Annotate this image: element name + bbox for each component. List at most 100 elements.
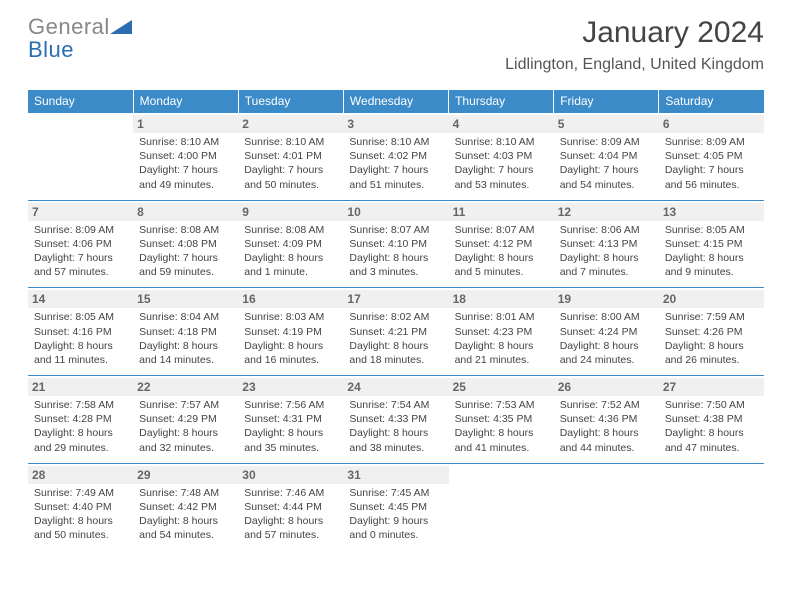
sunrise-text: Sunrise: 7:54 AM	[349, 398, 442, 412]
calendar-day: 22Sunrise: 7:57 AMSunset: 4:29 PMDayligh…	[133, 376, 238, 464]
sunset-text: Sunset: 4:12 PM	[455, 237, 548, 251]
day-info: Sunrise: 7:48 AMSunset: 4:42 PMDaylight:…	[139, 486, 232, 543]
sunset-text: Sunset: 4:28 PM	[34, 412, 127, 426]
sunrise-text: Sunrise: 8:06 AM	[560, 223, 653, 237]
sunset-text: Sunset: 4:45 PM	[349, 500, 442, 514]
sunrise-text: Sunrise: 8:01 AM	[455, 310, 548, 324]
sunrise-text: Sunrise: 8:03 AM	[244, 310, 337, 324]
day-number: 11	[449, 203, 554, 221]
daylight-text: Daylight: 7 hours and 53 minutes.	[455, 163, 548, 191]
daylight-text: Daylight: 8 hours and 54 minutes.	[139, 514, 232, 542]
sunset-text: Sunset: 4:38 PM	[665, 412, 758, 426]
daylight-text: Daylight: 8 hours and 24 minutes.	[560, 339, 653, 367]
sunset-text: Sunset: 4:09 PM	[244, 237, 337, 251]
sunset-text: Sunset: 4:00 PM	[139, 149, 232, 163]
sunrise-text: Sunrise: 7:45 AM	[349, 486, 442, 500]
day-info: Sunrise: 8:10 AMSunset: 4:00 PMDaylight:…	[139, 135, 232, 192]
month-title: January 2024	[505, 16, 764, 50]
day-number: 13	[659, 203, 764, 221]
day-number: 3	[343, 115, 448, 133]
day-info: Sunrise: 7:58 AMSunset: 4:28 PMDaylight:…	[34, 398, 127, 455]
day-number: 4	[449, 115, 554, 133]
calendar-day: 10Sunrise: 8:07 AMSunset: 4:10 PMDayligh…	[343, 200, 448, 288]
day-number: 31	[343, 466, 448, 484]
calendar-day: 26 Sunrise: 7:52 AMSunset: 4:36 PMDayligh…	[554, 376, 659, 464]
sunset-text: Sunset: 4:15 PM	[665, 237, 758, 251]
day-info: Sunrise: 7:45 AMSunset: 4:45 PMDaylight:…	[349, 486, 442, 543]
day-number: 30	[238, 466, 343, 484]
calendar-day: 31 Sunrise: 7:45 AMSunset: 4:45 PMDayligh…	[343, 463, 448, 550]
dow-tuesday: Tuesday	[238, 90, 343, 113]
day-info: Sunrise: 8:08 AMSunset: 4:08 PMDaylight:…	[139, 223, 232, 280]
calendar-day: 14Sunrise: 8:05 AMSunset: 4:16 PMDayligh…	[28, 288, 133, 376]
calendar-week: 14Sunrise: 8:05 AMSunset: 4:16 PMDayligh…	[28, 288, 764, 376]
day-info: Sunrise: 7:49 AMSunset: 4:40 PMDaylight:…	[34, 486, 127, 543]
sunrise-text: Sunrise: 7:52 AM	[560, 398, 653, 412]
sunrise-text: Sunrise: 8:09 AM	[34, 223, 127, 237]
sunrise-text: Sunrise: 8:02 AM	[349, 310, 442, 324]
day-info: Sunrise: 7:56 AMSunset: 4:31 PMDaylight:…	[244, 398, 337, 455]
calendar-day: 4Sunrise: 8:10 AMSunset: 4:03 PMDaylight…	[449, 113, 554, 201]
daylight-text: Daylight: 8 hours and 14 minutes.	[139, 339, 232, 367]
calendar-week: 1Sunrise: 8:10 AMSunset: 4:00 PMDaylight…	[28, 113, 764, 201]
day-info: Sunrise: 8:07 AMSunset: 4:12 PMDaylight:…	[455, 223, 548, 280]
day-number: 9	[238, 203, 343, 221]
daylight-text: Daylight: 8 hours and 9 minutes.	[665, 251, 758, 279]
sunset-text: Sunset: 4:23 PM	[455, 325, 548, 339]
day-info: Sunrise: 8:01 AMSunset: 4:23 PMDaylight:…	[455, 310, 548, 367]
calendar-day	[554, 463, 659, 550]
day-info: Sunrise: 7:54 AMSunset: 4:33 PMDaylight:…	[349, 398, 442, 455]
daylight-text: Daylight: 7 hours and 57 minutes.	[34, 251, 127, 279]
daylight-text: Daylight: 8 hours and 35 minutes.	[244, 426, 337, 454]
day-info: Sunrise: 7:52 AMSunset: 4:36 PMDaylight:…	[560, 398, 653, 455]
daylight-text: Daylight: 8 hours and 32 minutes.	[139, 426, 232, 454]
day-number: 26	[554, 378, 659, 396]
daylight-text: Daylight: 8 hours and 11 minutes.	[34, 339, 127, 367]
page-header: General Blue January 2024 Lidlington, En…	[0, 0, 792, 82]
dow-monday: Monday	[133, 90, 238, 113]
sunset-text: Sunset: 4:35 PM	[455, 412, 548, 426]
logo: General Blue	[28, 16, 132, 61]
sunrise-text: Sunrise: 8:05 AM	[34, 310, 127, 324]
day-number: 2	[238, 115, 343, 133]
logo-text-grey: General	[28, 14, 110, 39]
day-info: Sunrise: 8:02 AMSunset: 4:21 PMDaylight:…	[349, 310, 442, 367]
daylight-text: Daylight: 8 hours and 57 minutes.	[244, 514, 337, 542]
sunrise-text: Sunrise: 8:10 AM	[455, 135, 548, 149]
calendar-day: 13 Sunrise: 8:05 AMSunset: 4:15 PMDayligh…	[659, 200, 764, 288]
calendar-day: 24 Sunrise: 7:54 AMSunset: 4:33 PMDayligh…	[343, 376, 448, 464]
title-block: January 2024 Lidlington, England, United…	[505, 16, 764, 74]
calendar-day	[449, 463, 554, 550]
sunrise-text: Sunrise: 8:04 AM	[139, 310, 232, 324]
sunrise-text: Sunrise: 8:10 AM	[139, 135, 232, 149]
calendar-day: 17Sunrise: 8:02 AMSunset: 4:21 PMDayligh…	[343, 288, 448, 376]
sunrise-text: Sunrise: 8:05 AM	[665, 223, 758, 237]
daylight-text: Daylight: 8 hours and 44 minutes.	[560, 426, 653, 454]
day-info: Sunrise: 8:10 AMSunset: 4:01 PMDaylight:…	[244, 135, 337, 192]
day-number: 1	[133, 115, 238, 133]
day-info: Sunrise: 8:07 AMSunset: 4:10 PMDaylight:…	[349, 223, 442, 280]
day-info: Sunrise: 7:59 AMSunset: 4:26 PMDaylight:…	[665, 310, 758, 367]
calendar-week: 21Sunrise: 7:58 AMSunset: 4:28 PMDayligh…	[28, 376, 764, 464]
calendar-day: 1 Sunrise: 8:10 AMSunset: 4:00 PMDaylight…	[133, 113, 238, 201]
sunrise-text: Sunrise: 7:48 AM	[139, 486, 232, 500]
daylight-text: Daylight: 8 hours and 5 minutes.	[455, 251, 548, 279]
calendar-day: 28Sunrise: 7:49 AMSunset: 4:40 PMDayligh…	[28, 463, 133, 550]
day-number: 22	[133, 378, 238, 396]
calendar-day: 18Sunrise: 8:01 AMSunset: 4:23 PMDayligh…	[449, 288, 554, 376]
day-info: Sunrise: 7:46 AMSunset: 4:44 PMDaylight:…	[244, 486, 337, 543]
day-info: Sunrise: 8:05 AMSunset: 4:16 PMDaylight:…	[34, 310, 127, 367]
calendar-day: 30 Sunrise: 7:46 AMSunset: 4:44 PMDayligh…	[238, 463, 343, 550]
sunrise-text: Sunrise: 8:09 AM	[560, 135, 653, 149]
sunrise-text: Sunrise: 7:53 AM	[455, 398, 548, 412]
daylight-text: Daylight: 8 hours and 7 minutes.	[560, 251, 653, 279]
day-info: Sunrise: 7:50 AMSunset: 4:38 PMDaylight:…	[665, 398, 758, 455]
calendar-day: 21Sunrise: 7:58 AMSunset: 4:28 PMDayligh…	[28, 376, 133, 464]
day-number: 27	[659, 378, 764, 396]
sunset-text: Sunset: 4:04 PM	[560, 149, 653, 163]
day-info: Sunrise: 8:06 AMSunset: 4:13 PMDaylight:…	[560, 223, 653, 280]
day-number: 20	[659, 290, 764, 308]
day-number: 24	[343, 378, 448, 396]
calendar-day: 23Sunrise: 7:56 AMSunset: 4:31 PMDayligh…	[238, 376, 343, 464]
sunset-text: Sunset: 4:08 PM	[139, 237, 232, 251]
